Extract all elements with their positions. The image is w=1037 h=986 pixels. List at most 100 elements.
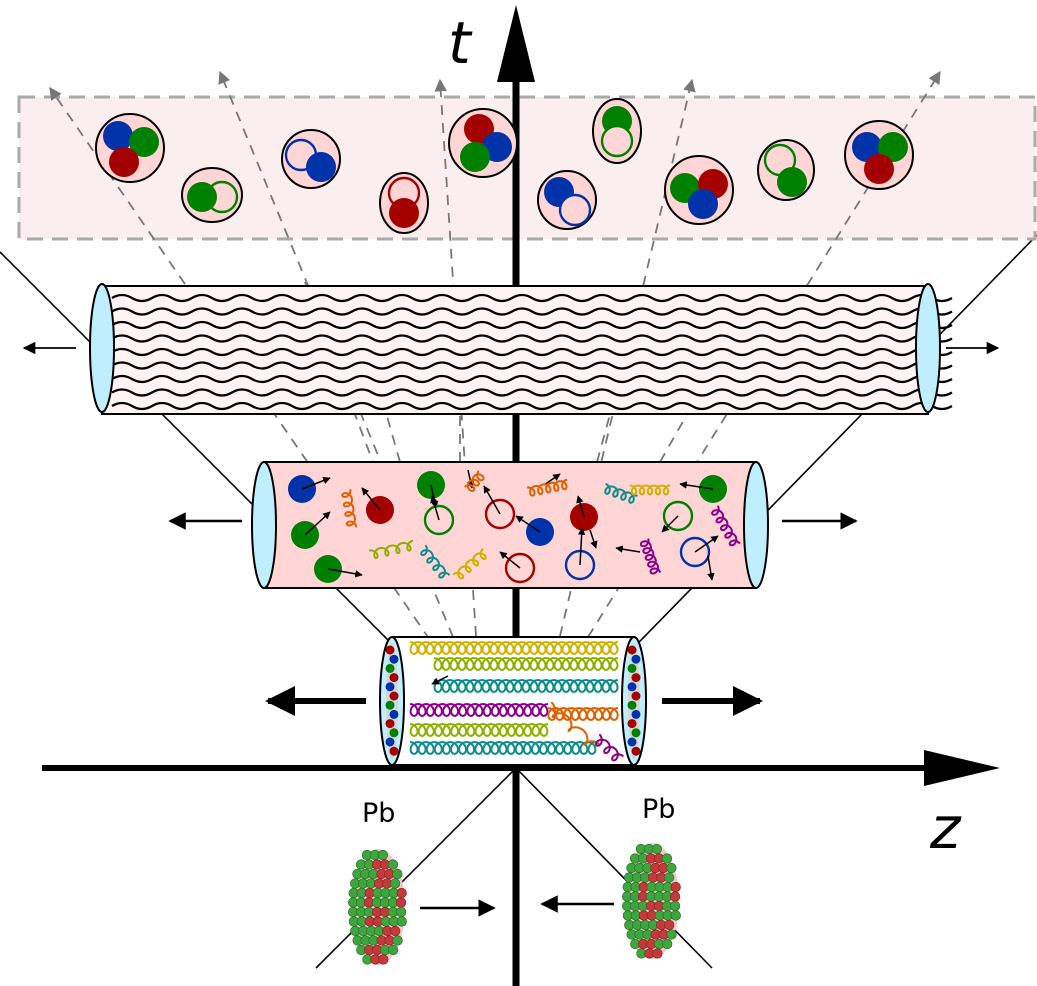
gluon-spring-icon [433, 656, 619, 672]
parton-dot [631, 746, 641, 756]
hydro-cap-left [89, 283, 115, 413]
parton-dot [631, 654, 641, 664]
gluon-spring-icon [527, 478, 568, 497]
antiquark-icon [504, 552, 536, 584]
parton-dot [627, 719, 637, 729]
antiquark-icon [679, 536, 711, 568]
gluon-spring-icon [452, 547, 487, 580]
flow-line [111, 347, 953, 357]
quark-icon [129, 127, 159, 157]
parton-dot [389, 691, 399, 701]
hadron-icon [592, 98, 642, 164]
flow-lines [111, 293, 953, 411]
flow-line [111, 361, 953, 370]
qgp-cap-left [251, 461, 277, 589]
quark-icon [187, 182, 217, 212]
time-axis-label: t [448, 9, 473, 77]
trajectory-line [218, 70, 454, 638]
parton-dot [627, 663, 637, 673]
gluon-spring-icon [595, 733, 624, 762]
nucleus-motion-arrows [420, 895, 614, 917]
gluon-spring-icon [464, 470, 485, 492]
parton-dot [389, 654, 399, 664]
hadron-icon [757, 139, 815, 201]
parton-dot [627, 682, 637, 692]
hadron-icon [537, 170, 597, 230]
quark-icon [864, 154, 894, 184]
nucleus-right-label: Pb [642, 794, 675, 825]
hadron-icon [448, 108, 518, 178]
parton-dot [627, 700, 637, 710]
antiquark-icon [600, 124, 634, 158]
parton-dot [385, 663, 395, 673]
gluon-spring-icon [547, 706, 619, 722]
parton-dot [631, 673, 641, 683]
gluon-spring-icon [711, 505, 741, 547]
quark-icon [389, 198, 419, 228]
quark-icon [103, 121, 133, 151]
quark-gluon-plasma [288, 469, 741, 584]
parton-dot [627, 645, 637, 655]
parton-dot [385, 700, 395, 710]
hadron-icon [281, 129, 341, 189]
antiquark-icon [662, 500, 694, 532]
gluon-spring-icon [368, 539, 414, 560]
glasma-cap-left [379, 636, 405, 766]
z-axis [42, 750, 1000, 786]
quark-icon [777, 167, 807, 197]
parton-dot [631, 709, 641, 719]
glasma-cap-right [621, 636, 647, 766]
antiquark-icon [484, 498, 516, 530]
quark-icon [306, 152, 336, 182]
qgp-cap-right [743, 461, 769, 589]
qgp-tube [251, 461, 769, 589]
gluon-spring-icon [604, 482, 638, 504]
flow-line [111, 307, 953, 316]
flow-line [111, 334, 953, 343]
parton-dot [385, 737, 395, 747]
hadron-icon [95, 113, 165, 183]
quark-icon [852, 132, 882, 162]
lead-nucleus-right-icon [621, 843, 681, 959]
glasma-tube [379, 636, 647, 766]
nucleus-left-label: Pb [362, 798, 395, 829]
hadron-icon [379, 172, 429, 234]
parton-dot [631, 691, 641, 701]
parton-dot [385, 719, 395, 729]
parton-dot [389, 728, 399, 738]
flow-line [111, 293, 953, 303]
parton-dot [385, 682, 395, 692]
hadron-icon [664, 155, 734, 225]
incoming-worldline-left [315, 767, 517, 969]
gluon-spring-icon [550, 701, 600, 746]
parton-dot [627, 737, 637, 747]
lead-nucleus-left-icon [348, 849, 407, 965]
flow-line [111, 320, 953, 330]
gluon-spring-icon [341, 489, 358, 528]
color-flux-gluons [409, 640, 624, 762]
hadron-icon [181, 167, 243, 223]
gluon-spring-icon [629, 484, 671, 496]
parton-dot [389, 709, 399, 719]
antiquark-icon [558, 193, 592, 227]
gluon-spring-icon [433, 678, 619, 694]
hydro-tube [89, 283, 953, 415]
gluon-spring-icon [409, 740, 597, 756]
z-axis-label: z [929, 794, 962, 862]
antiquark-icon [423, 504, 455, 536]
parton-dot [631, 728, 641, 738]
flow-line [111, 401, 953, 411]
hydro-cap-right [915, 283, 941, 413]
quark-icon [460, 142, 490, 172]
hadrons [95, 98, 914, 234]
flow-line [111, 374, 953, 384]
quark-icon [688, 189, 718, 219]
flow-line [111, 388, 953, 397]
parton-dot [389, 673, 399, 683]
gluon-spring-icon [409, 702, 549, 718]
gluon-spring-icon [409, 722, 549, 738]
hadron-icon [844, 120, 914, 190]
gluon-spring-icon [409, 640, 619, 656]
parton-dot [385, 645, 395, 655]
